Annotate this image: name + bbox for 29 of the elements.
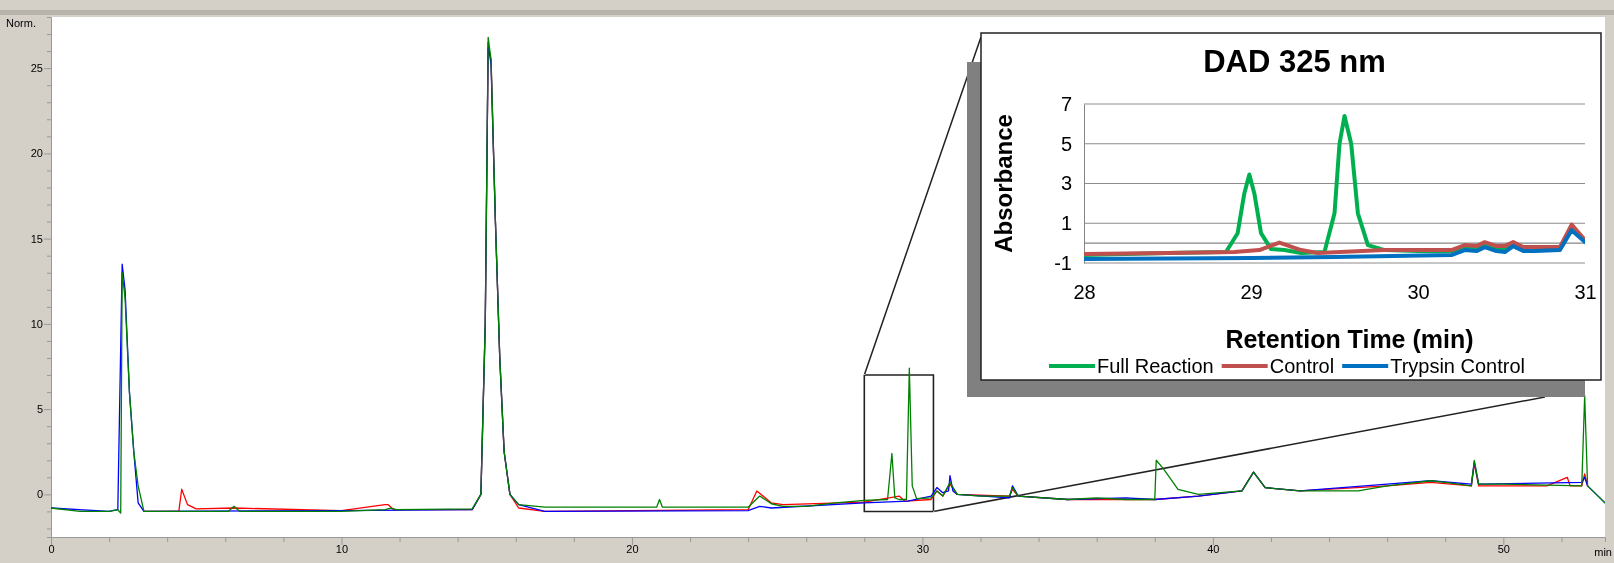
y-tick-label: 3 <box>1060 172 1072 195</box>
y-axis-title: Absorbance <box>990 114 1017 253</box>
x-tick-label: 40 <box>1207 542 1220 555</box>
chart-title: DAD 325 nm <box>1203 44 1386 79</box>
y-tick-label: 20 <box>30 147 43 160</box>
legend-label: Control <box>1269 355 1335 377</box>
y-tick-label: 5 <box>1060 132 1072 155</box>
legend-label: Trypsin Control <box>1390 355 1526 377</box>
x-tick-label: 10 <box>335 542 349 555</box>
y-axis-title: Norm. <box>6 17 36 29</box>
y-tick-label: 0 <box>36 488 43 501</box>
y-tick-label: 10 <box>30 317 43 330</box>
x-tick-label: 31 <box>1574 281 1597 304</box>
y-tick-label: -1 <box>1054 251 1072 274</box>
y-tick-label: 5 <box>36 403 43 416</box>
x-tick-label: 50 <box>1497 542 1510 555</box>
x-tick-label: 28 <box>1073 281 1096 304</box>
legend-label: Full Reaction <box>1096 355 1214 377</box>
y-tick-label: 7 <box>1060 92 1072 115</box>
x-tick-label: 29 <box>1240 281 1263 304</box>
x-axis-title: Retention Time (min) <box>1225 325 1474 353</box>
x-tick-label: 20 <box>626 542 639 555</box>
x-tick-label: 30 <box>1407 281 1430 304</box>
y-tick-label: 1 <box>1060 212 1072 235</box>
y-tick-label: 25 <box>30 62 43 75</box>
y-tick-label: 15 <box>30 232 43 245</box>
x-tick-label: 0 <box>48 542 55 555</box>
x-axis-title: min <box>1594 546 1612 558</box>
x-tick-label: 30 <box>916 542 930 555</box>
